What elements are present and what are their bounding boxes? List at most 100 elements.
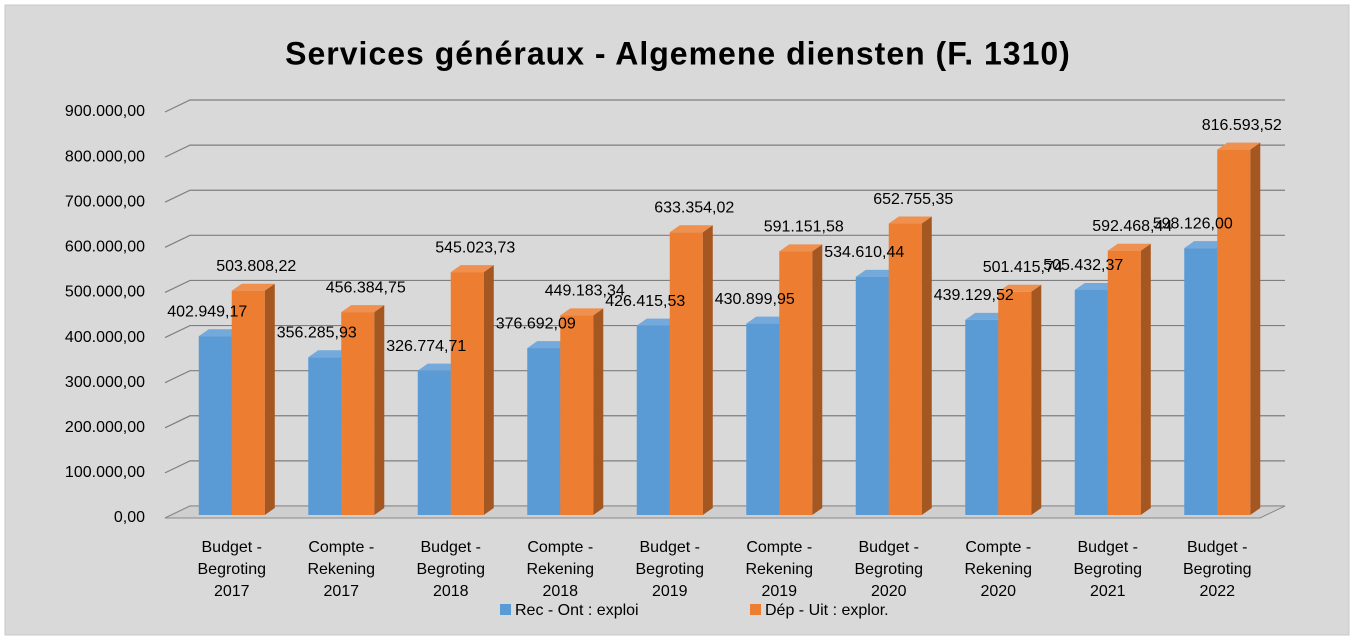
bar — [855, 276, 889, 515]
bar — [636, 325, 670, 515]
data-label: 505.432,37 — [1043, 257, 1123, 274]
bar — [1074, 289, 1108, 515]
bar-top-shade — [1217, 142, 1261, 150]
bar-top — [965, 312, 1009, 320]
bar-side-shade — [483, 265, 494, 515]
bar-top — [450, 265, 494, 273]
x-tick-label: Budget - Begroting 2021 — [1073, 539, 1143, 600]
y-tick-label: 600.000,00 — [65, 239, 145, 256]
data-label: 591.151,58 — [764, 219, 844, 236]
bar — [231, 290, 265, 515]
y-tick-label: 800.000,00 — [65, 148, 145, 165]
bar-top — [560, 308, 604, 316]
bar-top-shade — [669, 225, 713, 233]
data-label: 534.610,44 — [824, 244, 904, 261]
bar-side-shade — [1031, 284, 1042, 515]
bar-top-shade — [779, 244, 823, 252]
bar — [417, 370, 451, 515]
data-label: 449.183,34 — [545, 283, 625, 300]
bar-side-shade — [1140, 243, 1151, 516]
bar-top — [231, 283, 275, 291]
bar-top-shade — [1184, 241, 1228, 249]
y-tick-label: 100.000,00 — [65, 464, 145, 481]
data-label: 501.415,74 — [983, 259, 1063, 276]
data-label: 816.593,52 — [1202, 117, 1282, 134]
bar-top — [1074, 282, 1118, 290]
bar-top — [341, 305, 385, 313]
bar-side-shade — [702, 225, 713, 515]
bar — [198, 336, 232, 515]
data-label: 652.755,35 — [873, 191, 953, 208]
legend-label: Rec - Ont : exploi — [515, 602, 639, 619]
bar-top — [888, 216, 932, 224]
bar — [308, 357, 342, 515]
y-tick-label: 0,00 — [114, 509, 145, 526]
bar — [1184, 248, 1218, 515]
bar-top-shade — [998, 284, 1042, 292]
bar-top-shade — [888, 216, 932, 224]
data-label: 439.129,52 — [934, 287, 1014, 304]
bar-top-shade — [417, 363, 461, 371]
bar — [560, 315, 594, 515]
bar-top — [308, 350, 352, 358]
bar-top-shade — [450, 265, 494, 273]
bar — [965, 319, 999, 515]
grid-line — [164, 189, 1285, 203]
bar-side — [1250, 142, 1261, 515]
bar-top-shade — [527, 341, 571, 349]
x-tick-label: Budget - Begroting 2022 — [1183, 539, 1252, 600]
x-tick-label: Compte - Rekening 2017 — [307, 539, 376, 600]
data-label: 598.126,00 — [1153, 215, 1233, 232]
bar-top — [1107, 243, 1151, 251]
bar-top-shade — [308, 350, 352, 358]
x-tick-label: Budget - Begroting 2020 — [854, 539, 924, 600]
chart-title: Services généraux - Algemene diensten (F… — [285, 35, 1071, 71]
bar-top-shade — [1107, 243, 1151, 251]
bar-side — [921, 216, 932, 516]
bar — [1107, 250, 1141, 516]
bar — [888, 223, 922, 516]
bar — [341, 312, 375, 515]
grid-line — [164, 99, 1285, 113]
bar-side-shade — [1250, 142, 1261, 515]
x-tick-label: Compte - Rekening 2019 — [745, 539, 814, 600]
bar-top-shade — [636, 318, 680, 326]
bar-top — [417, 363, 461, 371]
bar-top — [669, 225, 713, 233]
bar-top — [746, 316, 790, 324]
legend-label: Dép - Uit : explor. — [765, 602, 889, 619]
bar — [450, 272, 484, 515]
data-label: 402.949,17 — [167, 303, 247, 320]
x-tick-label: Compte - Rekening 2020 — [964, 539, 1033, 600]
bar — [998, 291, 1032, 515]
x-tick-label: Budget - Begroting 2017 — [197, 539, 267, 600]
bar-side-shade — [264, 283, 275, 515]
bar-top-shade — [341, 305, 385, 313]
bar-side-shade — [374, 305, 385, 515]
bar — [527, 348, 561, 515]
bar-side — [702, 225, 713, 515]
bar-top — [1217, 142, 1261, 150]
bar-top — [527, 341, 571, 349]
data-label: 633.354,02 — [654, 200, 734, 217]
bar-top-shade — [560, 308, 604, 316]
data-label: 376.692,09 — [496, 315, 576, 332]
bar-top — [198, 329, 242, 337]
bar-top-shade — [855, 269, 899, 277]
data-label: 426.415,53 — [605, 293, 685, 310]
legend-swatch — [500, 604, 511, 615]
y-tick-label: 300.000,00 — [65, 374, 145, 391]
y-tick-label: 700.000,00 — [65, 193, 145, 210]
bar-top — [1184, 241, 1228, 249]
x-tick-label: Budget - Begroting 2019 — [635, 539, 705, 600]
bar-top-shade — [231, 283, 275, 291]
bar-top — [779, 244, 823, 252]
legend-swatch — [750, 604, 761, 615]
bar-side-shade — [812, 244, 823, 515]
bar-side-shade — [921, 216, 932, 516]
bar-side — [1031, 284, 1042, 515]
data-label: 430.899,95 — [715, 291, 795, 308]
bar-top — [636, 318, 680, 326]
